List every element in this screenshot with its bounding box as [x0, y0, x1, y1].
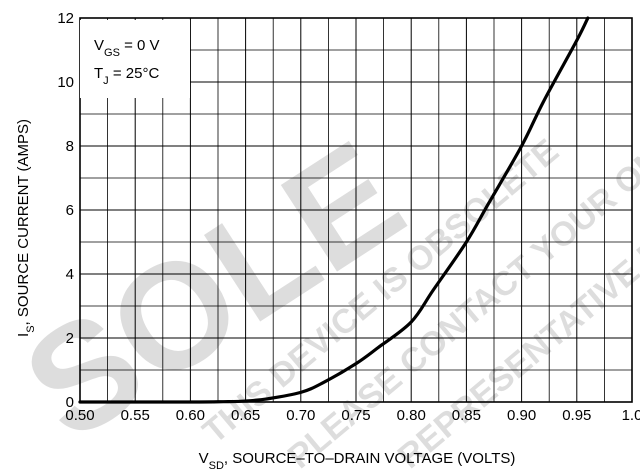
- x-tick-label-7: 0.85: [452, 407, 481, 424]
- y-tick-label-6: 12: [57, 10, 74, 27]
- y-tick-label-3: 6: [66, 202, 74, 219]
- annotation-tj-sub: J: [103, 75, 109, 87]
- x-tick-label-6: 0.80: [397, 407, 426, 424]
- axes: [79, 17, 633, 403]
- annotation-tj-symbol: T: [94, 65, 103, 82]
- y-tick-label-0: 0: [66, 394, 74, 411]
- x-tick-label-1: 0.55: [121, 407, 150, 424]
- y-tick-label-5: 10: [57, 74, 74, 91]
- x-axis-title-rest: , SOURCE–TO–DRAIN VOLTAGE (VOLTS): [224, 450, 515, 467]
- x-axis-title-symbol: V: [199, 450, 209, 467]
- annotation-vgs-rest: = 0 V: [120, 37, 160, 54]
- x-tick-label-5: 0.75: [341, 407, 370, 424]
- x-tick-label-3: 0.65: [231, 407, 260, 424]
- annotation-vgs-symbol: V: [94, 37, 104, 54]
- x-tick-label-10: 1.0: [622, 407, 640, 424]
- y-axis-title-sub: S: [25, 325, 37, 332]
- y-tick-label-4: 8: [66, 138, 74, 155]
- x-tick-label-9: 0.95: [562, 407, 591, 424]
- x-axis-title: VSD, SOURCE–TO–DRAIN VOLTAGE (VOLTS): [199, 450, 516, 471]
- x-tick-label-2: 0.60: [176, 407, 205, 424]
- x-tick-label-4: 0.70: [286, 407, 315, 424]
- annotation-vgs-sub: GS: [104, 47, 120, 59]
- condition-box-bg: [80, 20, 190, 98]
- x-axis-title-sub: SD: [209, 460, 224, 471]
- y-axis-title-rest: , SOURCE CURRENT (AMPS): [15, 119, 32, 325]
- y-axis-title-symbol: I: [15, 333, 32, 337]
- x-tick-label-0: 0.50: [65, 407, 94, 424]
- y-axis-title: IS, SOURCE CURRENT (AMPS): [15, 119, 37, 337]
- annotation-tj: TJ = 25°C: [94, 65, 159, 87]
- y-tick-label-2: 4: [66, 266, 74, 283]
- x-tick-label-8: 0.90: [507, 407, 536, 424]
- series-line-0: [78, 16, 590, 404]
- annotation-vgs: VGS = 0 V: [94, 37, 160, 59]
- series: [78, 16, 590, 404]
- y-tick-label-1: 2: [66, 330, 74, 347]
- tick-labels: 0.50 0.55 0.60 0.65 0.70 0.75 0.80 0.85 0.90 0.95…: [57, 10, 640, 424]
- plot-frame: [79, 17, 633, 403]
- condition-box: VGS = 0 V TJ = 25°C: [80, 20, 190, 98]
- annotation-tj-rest: = 25°C: [109, 65, 160, 82]
